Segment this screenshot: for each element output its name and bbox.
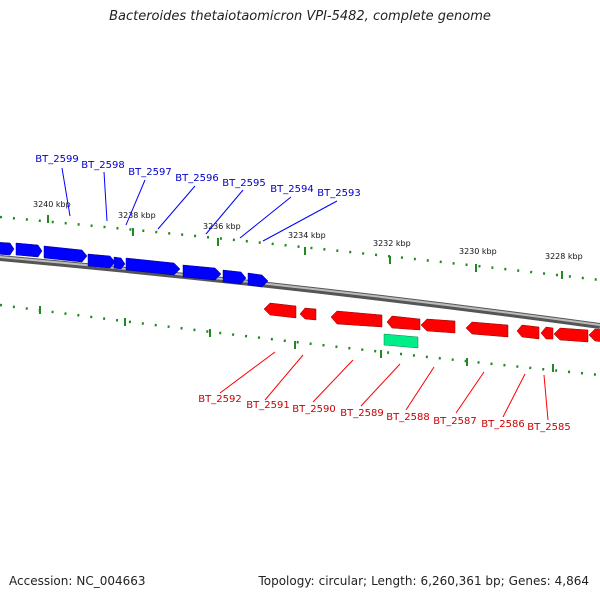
genes-label: Genes: (508, 574, 551, 588)
topology-label: Topology: (258, 574, 315, 588)
label-leader (360, 363, 401, 407)
accession-info: Accession: NC_004663 (9, 574, 146, 588)
forward-gene[interactable] (222, 269, 247, 285)
length-label: Length: (371, 574, 417, 588)
genome-stats: Topology: circular; Length: 6,260,361 bp; Ge… (258, 574, 589, 588)
forward-gene[interactable] (0, 242, 15, 256)
forward-tick-track (0, 215, 600, 282)
reverse-gene[interactable] (540, 326, 554, 340)
forward-gene[interactable] (182, 264, 222, 281)
genome-backbone (0, 255, 600, 329)
scale-label: 3236 kbp (203, 222, 241, 231)
topology-value: circular; (318, 574, 368, 588)
reverse-gene[interactable] (263, 302, 297, 319)
scale-label: 3230 kbp (459, 247, 497, 256)
reverse-gene[interactable] (299, 307, 317, 321)
label-leader (157, 185, 196, 230)
label-leader (405, 366, 435, 411)
forward-gene[interactable] (15, 242, 43, 258)
label-leader (264, 354, 304, 401)
reverse-gene[interactable] (553, 327, 589, 343)
label-leader (61, 167, 71, 217)
genome-backbone-highlight (0, 256, 600, 326)
forward-gene[interactable] (125, 257, 181, 276)
label-leader (239, 196, 292, 239)
gene-label[interactable]: BT_2588 (386, 412, 429, 423)
genes-value: 4,864 (554, 574, 589, 588)
label-leader (312, 359, 354, 403)
scale-label: 3232 kbp (373, 239, 411, 248)
gene-label[interactable]: BT_2589 (340, 408, 383, 419)
forward-gene[interactable] (87, 253, 116, 269)
label-leader (219, 351, 276, 394)
label-leader (262, 200, 338, 242)
scale-label: 3234 kbp (288, 231, 326, 240)
gene-label[interactable]: BT_2591 (246, 400, 289, 411)
gene-label[interactable]: BT_2587 (433, 416, 476, 427)
gene-label[interactable]: BT_2590 (292, 404, 335, 415)
gene-label[interactable]: BT_2599 (35, 154, 78, 165)
gene-label[interactable]: BT_2596 (175, 173, 218, 184)
reverse-gene[interactable] (588, 328, 600, 342)
forward-gene[interactable] (247, 272, 269, 288)
gene-label[interactable]: BT_2593 (317, 188, 360, 199)
label-leader (455, 371, 485, 414)
length-value: 6,260,361 bp; (420, 574, 505, 588)
gene-label[interactable]: BT_2585 (527, 422, 570, 433)
genome-title: Bacteroides thetaiotaomicron VPI-5482, c… (109, 9, 491, 24)
accession-value: NC_004663 (76, 574, 146, 588)
label-leader (125, 179, 146, 226)
label-leader (205, 189, 244, 235)
gene-label[interactable]: BT_2598 (81, 160, 124, 171)
gene-label[interactable]: BT_2594 (270, 184, 313, 195)
forward-gene[interactable] (43, 245, 88, 263)
reverse-gene[interactable] (516, 324, 540, 340)
gene-label[interactable]: BT_2586 (481, 419, 524, 430)
reverse-gene[interactable] (386, 315, 421, 331)
scale-label: 3238 kbp (118, 211, 156, 220)
gene-label[interactable]: BT_2595 (222, 178, 265, 189)
label-leader (103, 171, 108, 222)
scale-label: 3228 kbp (545, 252, 583, 261)
label-leader (502, 373, 526, 418)
gene-label[interactable]: BT_2597 (128, 167, 171, 178)
reverse-gene[interactable] (330, 310, 383, 328)
scale-label: 3240 kbp (33, 200, 71, 209)
rna-gene[interactable] (383, 333, 419, 349)
label-leader (543, 374, 549, 421)
forward-gene[interactable] (113, 256, 126, 270)
accession-label: Accession: (9, 574, 73, 588)
reverse-gene[interactable] (465, 321, 509, 338)
reverse-gene[interactable] (420, 318, 456, 334)
gene-label[interactable]: BT_2592 (198, 394, 241, 405)
